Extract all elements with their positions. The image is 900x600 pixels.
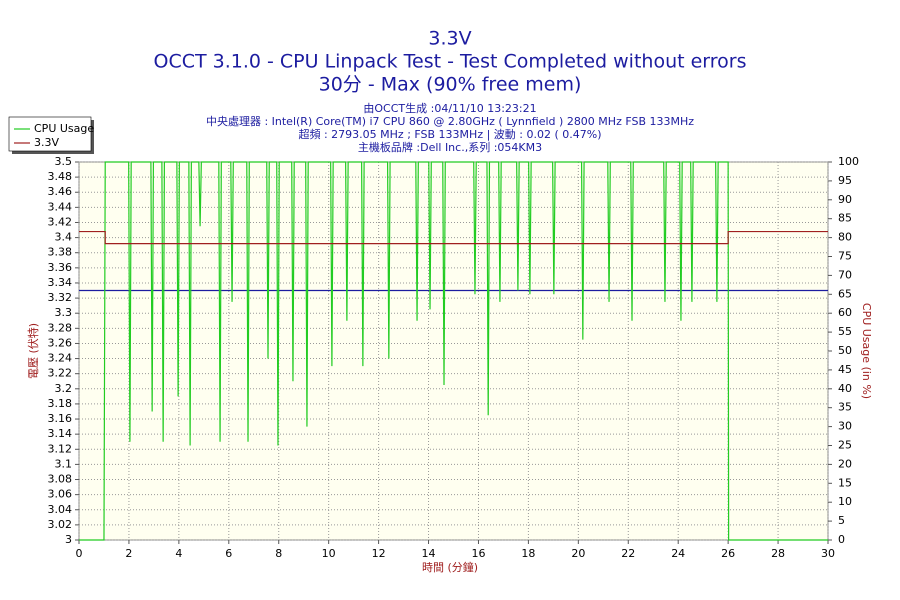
y2-tick-label: 100 xyxy=(838,155,859,168)
y-tick-label: 3.38 xyxy=(48,246,73,259)
x-tick-label: 6 xyxy=(225,547,232,560)
chart-subtitle: 30分 - Max (90% free mem) xyxy=(319,74,582,96)
y-tick-label: 3.44 xyxy=(48,200,73,213)
x-tick-label: 2 xyxy=(125,547,132,560)
y2-tick-label: 45 xyxy=(838,363,852,376)
y-tick-label: 3.48 xyxy=(48,170,73,183)
x-tick-label: 14 xyxy=(422,547,436,560)
legend-box xyxy=(8,116,92,152)
y2-tick-label: 0 xyxy=(838,533,845,546)
y-tick-label: 3.12 xyxy=(48,442,73,455)
info-line: 中央處理器 : Intel(R) Core(TM) i7 CPU 860 @ 2… xyxy=(206,114,694,128)
y2-tick-label: 40 xyxy=(838,382,852,395)
x-tick-label: 8 xyxy=(275,547,282,560)
info-line: 超頻 : 2793.05 MHz ; FSB 133MHz | 波動 : 0.0… xyxy=(298,127,601,141)
x-tick-label: 0 xyxy=(76,547,83,560)
y2-tick-label: 90 xyxy=(838,193,852,206)
plot-area xyxy=(78,161,829,541)
y2-tick-label: 70 xyxy=(838,268,852,281)
y-tick-label: 3.2 xyxy=(55,382,73,395)
x-tick-label: 30 xyxy=(821,547,835,560)
y2-tick-label: 65 xyxy=(838,287,852,300)
y-tick-label: 3.08 xyxy=(48,473,73,486)
y-tick-label: 3.42 xyxy=(48,215,73,228)
x-tick-label: 26 xyxy=(721,547,735,560)
y-tick-label: 3 xyxy=(65,533,72,546)
x-tick-label: 22 xyxy=(621,547,635,560)
y-tick-label: 3.5 xyxy=(55,155,73,168)
y2-axis-label: CPU Usage (in %) xyxy=(860,303,873,399)
x-axis-label: 時間 (分鐘) xyxy=(422,560,478,574)
y2-tick-label: 20 xyxy=(838,457,852,470)
y-tick-label: 3.34 xyxy=(48,276,73,289)
y2-tick-label: 15 xyxy=(838,476,852,489)
y2-tick-label: 85 xyxy=(838,212,852,225)
x-tick-label: 18 xyxy=(521,547,535,560)
y-tick-label: 3.3 xyxy=(55,306,73,319)
y-tick-label: 3.4 xyxy=(55,231,73,244)
y-tick-label: 3.46 xyxy=(48,185,73,198)
legend-label: CPU Usage xyxy=(34,122,94,135)
y2-tick-label: 5 xyxy=(838,514,845,527)
x-tick-label: 12 xyxy=(372,547,386,560)
y-tick-label: 3.28 xyxy=(48,321,73,334)
y-tick-label: 3.18 xyxy=(48,397,73,410)
chart-title: 3.3V xyxy=(428,28,471,50)
x-tick-label: 10 xyxy=(322,547,336,560)
y-tick-label: 3.32 xyxy=(48,291,73,304)
x-tick-label: 28 xyxy=(771,547,785,560)
y-tick-label: 3.02 xyxy=(48,518,73,531)
x-tick-label: 20 xyxy=(571,547,585,560)
y2-tick-label: 10 xyxy=(838,495,852,508)
y-tick-label: 3.16 xyxy=(48,412,73,425)
series-line xyxy=(79,161,828,541)
legend-label: 3.3V xyxy=(34,136,59,149)
y-tick-label: 3.04 xyxy=(48,503,73,516)
y-tick-label: 3.14 xyxy=(48,427,73,440)
y-tick-label: 3.26 xyxy=(48,336,73,349)
y2-tick-label: 75 xyxy=(838,250,852,263)
y2-tick-label: 50 xyxy=(838,344,852,357)
info-line: 主機板品牌 :Dell Inc.,系列 :054KM3 xyxy=(358,140,542,154)
y-tick-label: 3.1 xyxy=(55,457,73,470)
x-tick-label: 4 xyxy=(175,547,182,560)
y2-tick-label: 35 xyxy=(838,401,852,414)
y2-tick-label: 55 xyxy=(838,325,852,338)
y2-tick-label: 25 xyxy=(838,439,852,452)
y-axis-label: 電壓 (伏特) xyxy=(26,323,40,379)
x-tick-label: 24 xyxy=(671,547,685,560)
info-line: 由OCCT生成 :04/11/10 13:23:21 xyxy=(363,101,536,115)
y-tick-label: 3.06 xyxy=(48,488,73,501)
series-line xyxy=(79,230,828,245)
chart-subtitle: OCCT 3.1.0 - CPU Linpack Test - Test Com… xyxy=(153,51,746,73)
x-tick-label: 16 xyxy=(471,547,485,560)
y2-tick-label: 95 xyxy=(838,174,852,187)
y-tick-label: 3.24 xyxy=(48,352,73,365)
y-tick-label: 3.22 xyxy=(48,367,73,380)
y-tick-label: 3.36 xyxy=(48,261,73,274)
y2-tick-label: 80 xyxy=(838,231,852,244)
y2-tick-label: 30 xyxy=(838,420,852,433)
y2-tick-label: 60 xyxy=(838,306,852,319)
